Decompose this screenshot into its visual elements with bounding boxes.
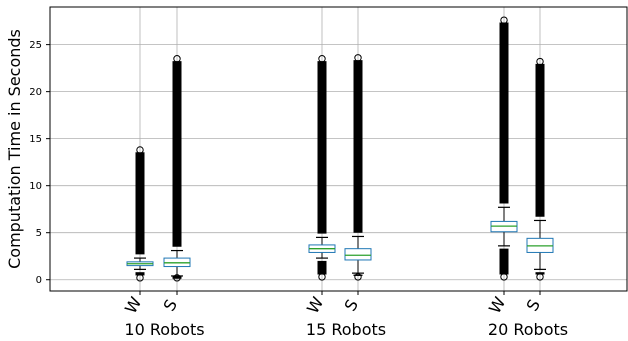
group-label: 10 Robots: [124, 320, 204, 339]
box-plot-series: [126, 16, 554, 282]
y-axis-label: Computation Time in Seconds: [5, 29, 24, 269]
box-15-robots-w: [308, 55, 336, 281]
y-tick-label: 15: [29, 134, 42, 145]
x-category-label: W: [121, 293, 145, 316]
outlier-max-point: [354, 54, 362, 62]
group-label: 15 Robots: [306, 320, 386, 339]
outlier-max-point: [536, 57, 544, 66]
box-20-robots-w: [490, 16, 518, 281]
outlier-max-point: [136, 146, 144, 154]
box-10-robots-w: [126, 146, 154, 282]
box-20-robots-s: [526, 57, 554, 281]
plot-area-frame: [49, 6, 628, 292]
box-10-robots-s: [163, 55, 191, 282]
y-tick-label: 5: [36, 228, 42, 239]
x-category-label: S: [159, 296, 181, 314]
box-iqr: [344, 248, 372, 261]
outlier-min-point: [500, 273, 508, 281]
box-15-robots-s: [344, 54, 372, 281]
outlier-min-point: [536, 273, 544, 281]
outlier-max-point: [318, 55, 326, 63]
y-tick-label: 0: [36, 275, 42, 286]
x-category-label: W: [303, 293, 327, 316]
x-category-label: S: [340, 296, 362, 314]
y-tick-label: 10: [29, 181, 42, 192]
x-category-label: S: [522, 296, 544, 314]
outlier-min-point: [318, 273, 326, 281]
y-tick-label: 20: [29, 87, 42, 98]
outlier-max-point: [500, 16, 508, 24]
group-label: 20 Robots: [488, 320, 568, 339]
outlier-min-point: [136, 274, 144, 282]
outlier-max-point: [173, 55, 181, 63]
x-category-label: W: [485, 293, 509, 316]
y-tick-label: 25: [29, 40, 42, 51]
y-axis-ticks: 0 5 10 15 20 25: [29, 40, 50, 286]
